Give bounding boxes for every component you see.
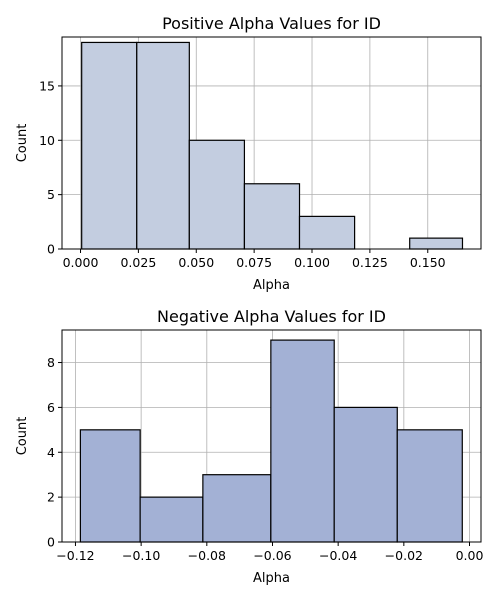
x-tick-label: 0.050	[178, 255, 214, 270]
bar	[243, 183, 301, 250]
y-tick-label: 10	[39, 133, 55, 148]
bar	[202, 474, 272, 543]
y-tick-label: 6	[47, 400, 55, 415]
histogram-negative-alpha: −0.12 −0.10 −0.08 −0.06 −0.04 −0.02 0.00 0 2 4 6 8 N…	[15, 307, 483, 586]
y-axis-label: Count	[15, 417, 30, 456]
y-tick-label: 5	[47, 187, 55, 202]
y-tick-label: 8	[47, 355, 55, 370]
x-tick-label: 0.000	[63, 255, 99, 270]
bar	[136, 41, 190, 250]
chart-title: Positive Alpha Values for ID	[162, 14, 381, 33]
bar	[298, 215, 356, 250]
y-tick-label: 15	[39, 78, 55, 93]
x-tick-label: −0.08	[188, 548, 226, 563]
bar	[188, 139, 246, 250]
y-tick-label: 0	[47, 242, 55, 257]
bar	[81, 41, 138, 250]
bars	[81, 41, 464, 250]
x-tick-label: −0.10	[122, 548, 160, 563]
x-axis-label: Alpha	[253, 571, 290, 586]
x-tick-label: −0.06	[253, 548, 291, 563]
y-tick-label: 0	[47, 535, 55, 550]
x-tick-label: 0.075	[236, 255, 272, 270]
x-tick-label: −0.12	[56, 548, 94, 563]
x-tick-label: 0.100	[294, 255, 330, 270]
histogram-positive-alpha: 0.000 0.025 0.050 0.075 0.100 0.125 0.150 0 5 10 1…	[15, 14, 482, 293]
y-tick-label: 2	[47, 490, 55, 505]
x-tick-label: 0.00	[456, 548, 484, 563]
bar	[139, 496, 204, 543]
axes: −0.12 −0.10 −0.08 −0.06 −0.04 −0.02 0.00 0 2 4 6 8	[47, 329, 484, 563]
bar	[409, 237, 464, 250]
x-tick-label: 0.150	[410, 255, 446, 270]
bar	[79, 429, 141, 543]
x-tick-label: −0.02	[385, 548, 423, 563]
plot-frame	[61, 36, 482, 250]
x-tick-label: −0.04	[319, 548, 357, 563]
y-tick-label: 4	[47, 445, 55, 460]
axes: 0.000 0.025 0.050 0.075 0.100 0.125 0.150 0 5 10 1…	[39, 36, 482, 270]
x-tick-label: 0.125	[352, 255, 388, 270]
bars	[79, 339, 463, 543]
y-axis-label: Count	[15, 124, 30, 163]
chart-title: Negative Alpha Values for ID	[157, 307, 386, 326]
x-axis-label: Alpha	[253, 278, 290, 293]
plot-frame	[61, 329, 482, 543]
x-tick-label: 0.025	[120, 255, 156, 270]
bar	[270, 339, 335, 543]
bar	[333, 406, 398, 543]
bar	[396, 429, 463, 543]
